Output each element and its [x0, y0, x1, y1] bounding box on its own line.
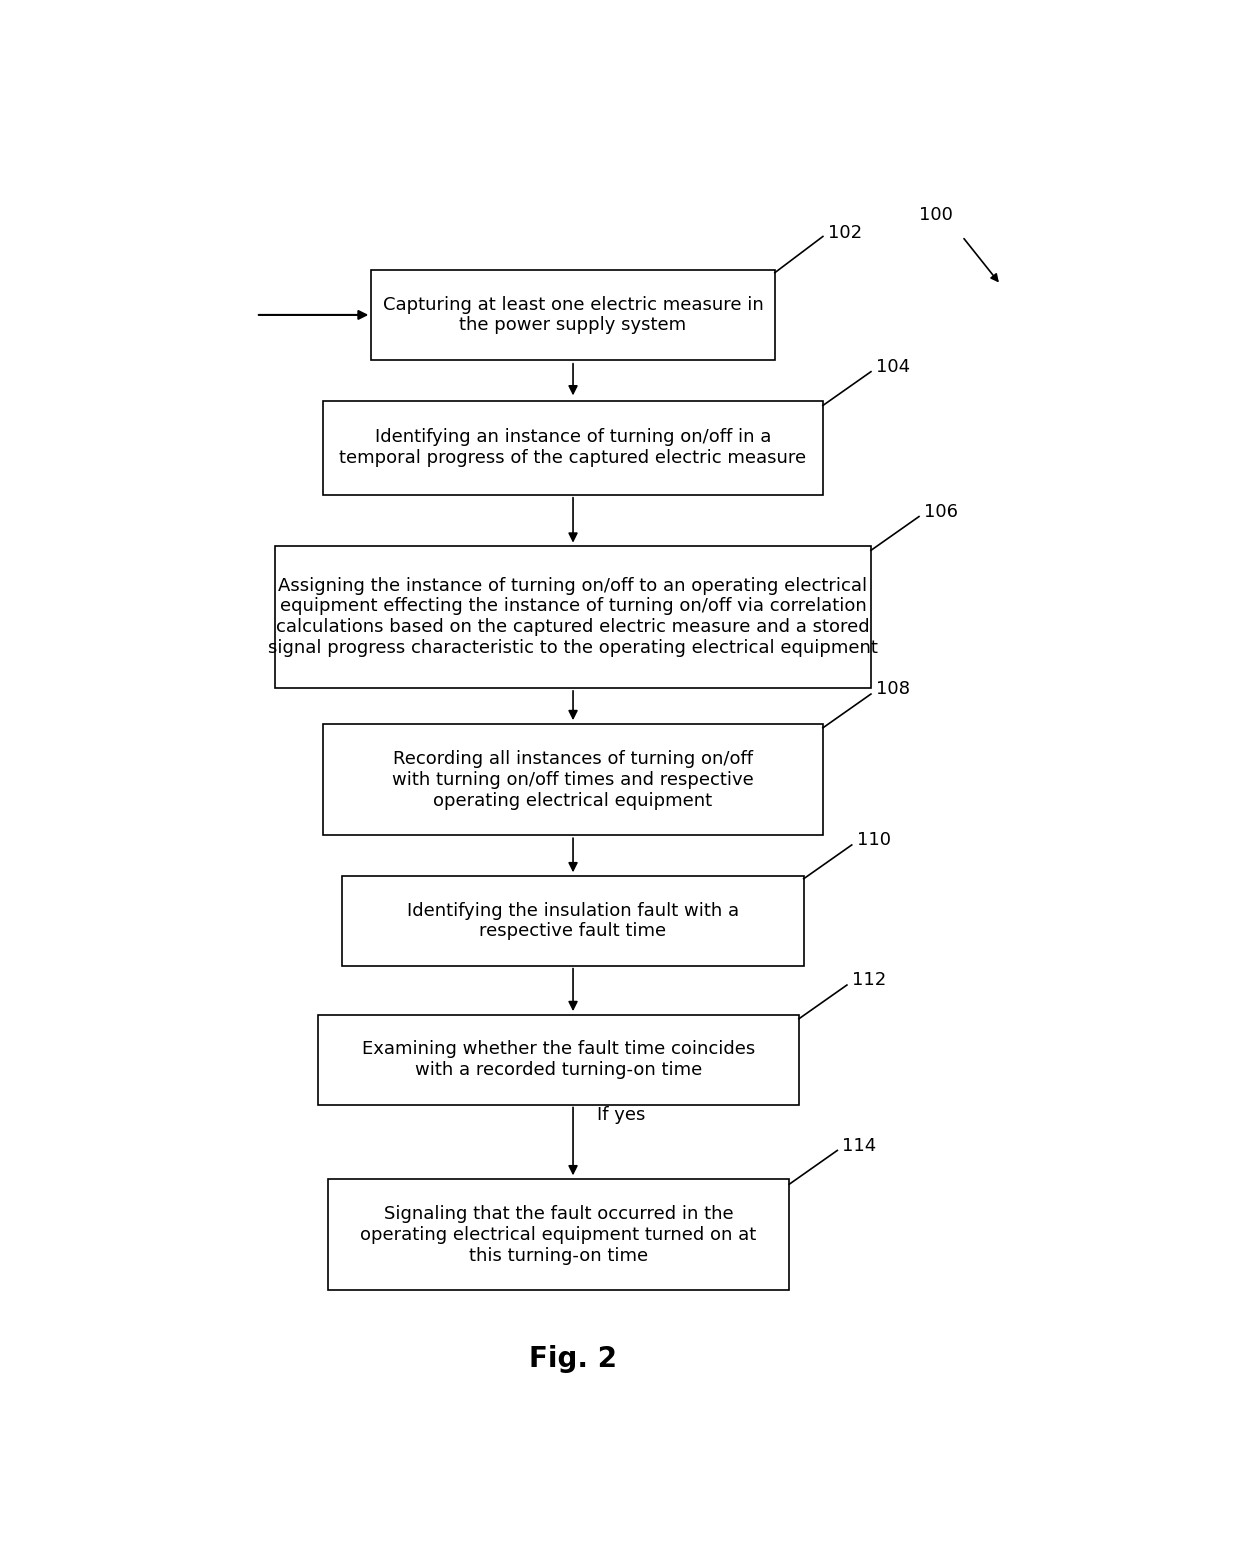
Text: 106: 106 [924, 503, 957, 521]
FancyBboxPatch shape [324, 401, 823, 495]
Text: 114: 114 [842, 1137, 877, 1154]
Text: 104: 104 [875, 358, 910, 376]
Text: Signaling that the fault occurred in the
operating electrical equipment turned o: Signaling that the fault occurred in the… [361, 1206, 756, 1265]
Text: 102: 102 [828, 224, 862, 241]
Text: 100: 100 [919, 207, 952, 224]
Text: Fig. 2: Fig. 2 [529, 1345, 618, 1374]
Text: 110: 110 [857, 831, 890, 850]
Text: Capturing at least one electric measure in
the power supply system: Capturing at least one electric measure … [383, 295, 764, 334]
FancyBboxPatch shape [319, 1014, 799, 1105]
FancyBboxPatch shape [371, 270, 775, 361]
Text: Assigning the instance of turning on/off to an operating electrical
equipment ef: Assigning the instance of turning on/off… [268, 577, 878, 657]
FancyBboxPatch shape [327, 1179, 789, 1290]
Text: 108: 108 [875, 681, 910, 698]
FancyBboxPatch shape [324, 724, 823, 836]
FancyBboxPatch shape [342, 877, 804, 966]
Text: Examining whether the fault time coincides
with a recorded turning-on time: Examining whether the fault time coincid… [362, 1041, 755, 1079]
Text: If yes: If yes [596, 1105, 646, 1124]
Text: Identifying the insulation fault with a
respective fault time: Identifying the insulation fault with a … [407, 902, 739, 941]
Text: Recording all instances of turning on/off
with turning on/off times and respecti: Recording all instances of turning on/of… [392, 750, 754, 809]
FancyBboxPatch shape [275, 546, 870, 688]
Text: Identifying an instance of turning on/off in a
temporal progress of the captured: Identifying an instance of turning on/of… [340, 428, 806, 467]
Text: 112: 112 [852, 971, 885, 989]
